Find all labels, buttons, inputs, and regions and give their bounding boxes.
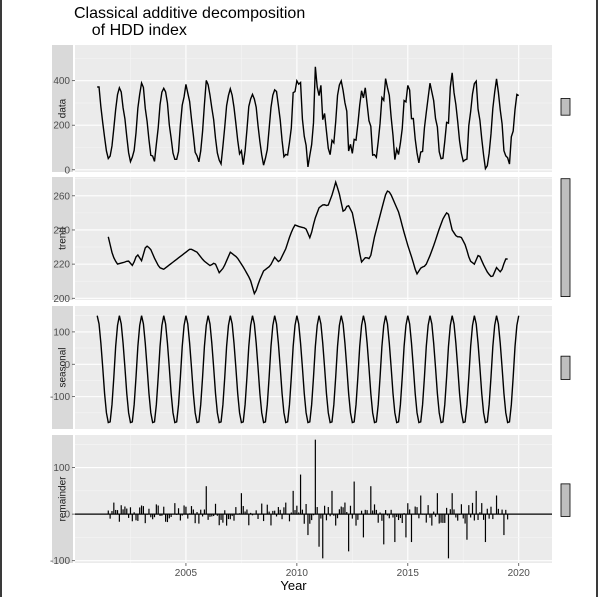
strip-remainder <box>52 435 73 563</box>
chart-title: Classical additive decomposition of HDD … <box>74 5 305 39</box>
panel-trend <box>75 177 552 300</box>
strip-data <box>52 45 73 172</box>
scale-bar-seasonal <box>560 355 571 380</box>
x-tick-label: 2010 <box>286 568 309 579</box>
strip-label-remainder: remainder <box>58 476 69 522</box>
y-tick-label-remainder: -100 <box>50 556 70 567</box>
series-line-data <box>97 66 520 171</box>
y-tick-label-remainder: 100 <box>53 463 70 474</box>
series-line-trend <box>107 179 508 296</box>
scale-bar-data <box>560 98 571 116</box>
scale-bar-trend <box>560 178 571 297</box>
y-tick-label-trend: 220 <box>53 260 70 271</box>
x-axis-title: Year <box>280 578 307 593</box>
y-tick-label-seasonal: 0 <box>64 360 70 371</box>
chart-title-line-1: Classical additive decomposition <box>74 5 306 22</box>
y-tick-label-data: 200 <box>53 121 70 132</box>
y-tick-label-remainder: 0 <box>64 510 70 521</box>
y-tick-label-data: 0 <box>64 165 70 176</box>
strip-label-seasonal: seasonal <box>58 347 69 387</box>
y-tick-label-trend: 240 <box>53 225 70 236</box>
y-tick-label-seasonal: 100 <box>53 327 70 338</box>
x-tick-label: 2015 <box>397 568 420 579</box>
panel-remainder <box>75 435 552 563</box>
y-tick-label-trend: 260 <box>53 191 70 202</box>
series-line-seasonal <box>96 315 520 424</box>
strip-label-data: data <box>58 98 69 118</box>
scale-bar-remainder <box>560 483 571 517</box>
x-tick-label: 2020 <box>508 568 531 579</box>
strip-label-trend: trend <box>58 227 69 250</box>
chart-title-line-2: of HDD index <box>91 22 187 39</box>
strip-seasonal <box>52 306 73 429</box>
strip-trend <box>52 177 73 300</box>
y-tick-label-trend: 200 <box>53 294 70 305</box>
y-tick-label-seasonal: -100 <box>50 392 70 403</box>
y-tick-label-data: 400 <box>53 76 70 87</box>
x-tick-label: 2005 <box>175 568 198 579</box>
